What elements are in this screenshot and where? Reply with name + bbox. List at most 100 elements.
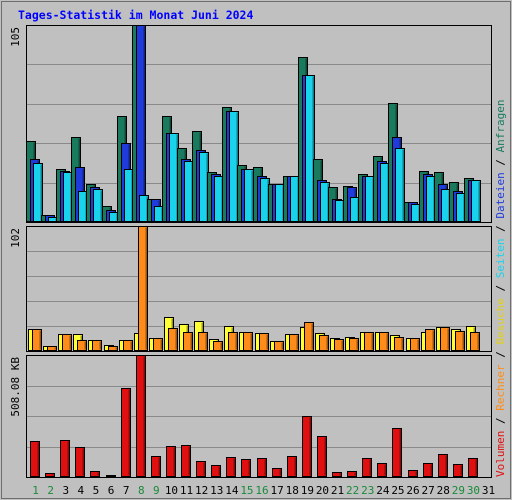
x-tick-label: 25 [391,484,404,497]
bar-volumen [136,355,146,477]
bar-volumen-shade [324,437,326,476]
bar-rechner-shade [235,333,237,350]
bar-seiten [93,189,103,222]
bar-volumen-shade [173,447,175,476]
bar-rechner [198,332,208,351]
bar-volumen [196,461,206,477]
x-tick-label: 17 [271,484,284,497]
bar-volumen [272,468,282,477]
x-tick-label: 1 [32,484,39,497]
x-tick-label: 28 [437,484,450,497]
chart-title: Tages-Statistik im Monat Juni 2024 [18,8,254,22]
legend-item-besuche: Besuche [494,298,507,344]
legend-separator: / [494,219,507,239]
bar-volumen-shade [460,465,462,476]
bar-seiten [471,180,481,222]
bar-seiten-shade [402,149,404,221]
bar-rechner-shade [311,323,313,350]
bar-volumen-shade [203,462,205,476]
bar-rechner [349,338,359,351]
bar-seiten [33,163,43,222]
bar-volumen-shade [233,458,235,476]
bar-volumen [121,388,131,477]
y-max-label: 105 [9,27,22,47]
bar-rechner-shade [266,334,268,350]
bar-volumen-shade [97,472,99,476]
bar-volumen [241,459,251,477]
x-tick-label: 11 [180,484,193,497]
bar-volumen [45,473,55,477]
x-tick-label: 26 [406,484,419,497]
bar-rechner-shade [190,333,192,350]
x-tick-label: 30 [467,484,480,497]
legend-separator: / [494,278,507,298]
bar-rechner-shade [326,336,328,350]
panel-frame-bottom [26,355,492,478]
bar-volumen-shade [309,417,311,476]
bar-volumen [317,436,327,477]
x-tick-label: 27 [422,484,435,497]
x-tick-label: 10 [165,484,178,497]
bar-volumen [257,458,267,477]
bar-rechner-shade [417,339,419,350]
bar-volumen-shade [430,464,432,476]
bar-rechner-shade [432,330,434,350]
bar-rechner-shade [54,347,56,350]
x-tick-label: 14 [225,484,239,497]
bar-rechner [92,340,102,351]
bar-volumen [468,458,478,477]
bar-volumen [302,416,312,477]
y-max-label: 508.08 KB [9,357,22,417]
bar-rechner [289,334,299,351]
x-tick-label: 5 [93,484,100,497]
bar-volumen [347,471,357,477]
bar-volumen [287,456,297,477]
bar-rechner [425,329,435,351]
x-tick-label: 22 [346,484,359,497]
bar-rechner [243,332,253,351]
bar-volumen [332,472,342,477]
bar-volumen-shade [188,446,190,476]
x-tick-label: 13 [210,484,223,497]
bar-rechner [213,341,223,351]
bar-rechner-shade [447,328,449,350]
legend-item-dateien: Dateien [494,172,507,218]
bar-volumen [166,446,176,477]
x-tick-label: 8 [138,484,145,497]
legend-separator: / [494,411,507,431]
bar-rechner [379,332,389,351]
x-tick-label: 21 [331,484,344,497]
bar-rechner-shade [250,333,252,350]
bar-rechner [259,333,269,351]
bar-seiten-shade [478,181,480,221]
bar-rechner-shade [84,341,86,350]
bar-volumen-shade [399,429,401,476]
legend-item-anfragen: Anfragen [494,99,507,152]
bar-volumen-shade [158,457,160,476]
legend-item-rechner: Rechner [494,364,507,411]
bar-rechner-shade [356,339,358,350]
x-tick-label: 19 [301,484,314,497]
bar-rechner [319,335,329,351]
bar-volumen-shade [415,471,417,476]
bar-rechner [123,340,133,351]
bar-volumen [75,447,85,477]
bar-rechner [470,332,480,351]
bar-rechner [108,346,118,351]
bar-rechner-shade [39,330,41,350]
x-tick-label: 2 [47,484,54,497]
bar-rechner [153,338,163,351]
bar-seiten-shade [100,190,102,221]
bar-volumen [181,445,191,477]
bar-rechner-shade [130,341,132,350]
x-tick-label: 9 [153,484,160,497]
bar-volumen-shade [475,459,477,476]
bar-volumen-shade [369,459,371,476]
bar-volumen-shade [264,459,266,476]
bar-rechner [394,337,404,351]
bar-volumen-shade [67,441,69,476]
bar-rechner-shade [477,333,479,350]
legend-item-seiten: Seiten [494,239,507,279]
bar-rechner-shade [115,347,117,350]
bar-rechner [410,338,420,351]
